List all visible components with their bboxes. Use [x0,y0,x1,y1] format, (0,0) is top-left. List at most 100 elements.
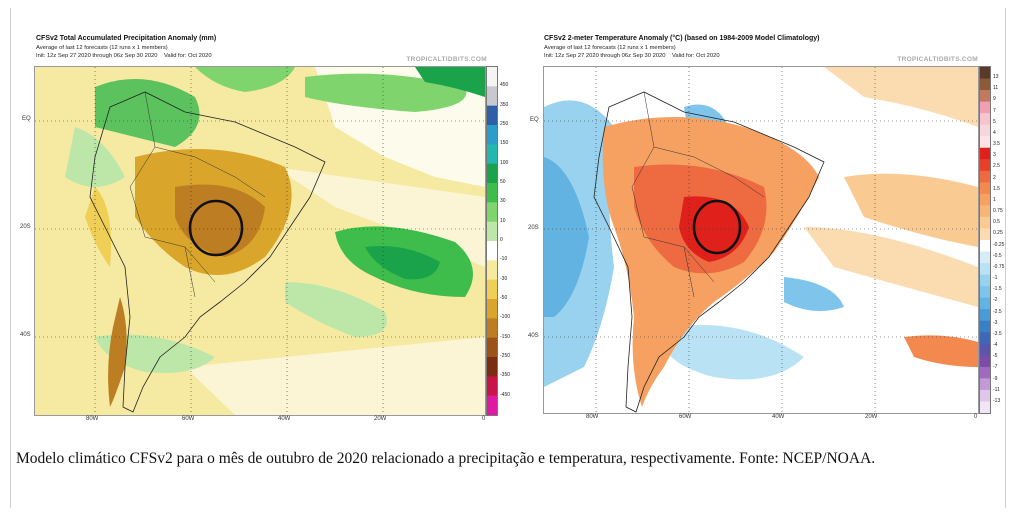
colorbar-swatch [980,78,990,91]
graticule [35,67,485,415]
colorbar-tick-label: 450 [500,82,509,89]
positive-anomaly-area [844,173,978,247]
colorbar-tick-label: -11 [993,386,1000,393]
colorbar-swatch [980,320,990,333]
colorbar-tick-label: -9 [993,375,998,382]
colorbar-tick-label: -1.5 [993,286,1002,293]
positive-anomaly-area [305,73,467,112]
neutral-area [185,337,485,415]
colorbar-tick-label: -100 [500,314,511,321]
map-header: CFSv2 2-meter Temperature Anomaly (°C) (… [538,22,998,66]
colorbar-swatch [980,355,990,368]
colorbar-swatch [487,241,497,261]
colorbar-tick-label: -5 [993,353,998,360]
positive-anomaly-area [365,246,440,280]
map-header: CFSv2 Total Accumulated Precipitation An… [22,22,497,66]
continent-outline [89,91,326,413]
colorbar-swatch [980,274,990,287]
colorbar-tick-label: 2 [993,174,996,181]
colorbar-swatch [487,299,497,319]
country-borders [129,91,266,298]
temperature-field-svg [544,67,978,413]
colorbar-tick-label: 250 [500,121,509,127]
colorbar-swatch [980,251,990,264]
colorbar-tick-label: 350 [500,101,509,108]
lon-label-60w: 60W [182,416,195,422]
lon-label-0: 0 [974,414,978,420]
colorbar-tick-label: 0.25 [993,230,1003,237]
colorbar-swatch [487,318,497,339]
highlight-circle [188,199,244,257]
colorbar-tick-label: -1 [993,275,998,282]
colorbar-swatch [980,389,990,402]
colorbar-tick-label: -450 [500,391,511,398]
temperature-colorbar [979,66,991,414]
continent-outline [593,91,825,413]
colorbar-tick-label: 100 [500,159,509,166]
precipitation-map [34,66,486,416]
colorbar-tick-label: 1 [993,196,996,203]
colorbar-tick-label: -3 [993,319,998,326]
colorbar-swatch [487,202,497,223]
colorbar-swatch [487,67,497,87]
negative-anomaly-area [108,297,127,407]
colorbar-swatch [980,309,990,322]
colorbar-swatch [980,101,990,114]
positive-anomaly-area [95,79,200,147]
colorbar-tick-label: 0.75 [993,208,1003,215]
colorbar-swatch [980,286,990,299]
colorbar-tick-label: -50 [500,295,508,301]
colorbar-tick-label: -150 [500,333,511,340]
colorbar-swatch [487,105,497,126]
lon-label-60w: 60W [679,414,692,420]
colorbar-tick-label: 10 [500,217,506,224]
colorbar-tick-label: 50 [500,179,506,185]
colorbar-swatch [980,240,990,253]
watermark: TROPICALTIDBITS.COM [406,56,487,63]
colorbar-swatch [487,337,497,358]
positive-anomaly-area [804,227,978,307]
watermark: TROPICALTIDBITS.COM [897,56,978,63]
lon-label-40w: 40W [278,416,291,422]
colorbar-tick-label: 0 [500,237,503,243]
colorbar-tick-label: 9 [993,96,996,103]
lon-label-80w: 80W [586,414,599,420]
map-init-line: Init: 12z Sep 27 2020 through 06z Sep 30… [544,53,720,59]
colorbar-swatch [487,144,497,165]
positive-anomaly-area [904,335,978,367]
colorbar-tick-label: -3.5 [993,330,1002,337]
colorbar-swatch [980,159,990,172]
colorbar-swatch [980,113,990,126]
colorbar-swatch [980,193,990,206]
highlight-circle [692,199,742,255]
colorbar-swatch [487,183,497,203]
colorbar-swatch [980,67,990,80]
colorbar-swatch [487,395,497,415]
colorbar-tick-label: 3 [993,152,996,159]
colorbar-svg [487,67,497,415]
colorbar-tick-label: -4 [993,342,998,349]
colorbar-swatch [980,170,990,183]
positive-anomaly-area [824,67,978,127]
temperature-map [543,66,979,414]
colorbar-swatch [487,163,497,184]
init-text: Init: 12z Sep 27 2020 through 06z Sep 30… [544,53,666,59]
precipitation-anomaly-map-panel: CFSv2 Total Accumulated Precipitation An… [20,22,510,432]
colorbar-tick-label: 150 [500,140,509,147]
colorbar-tick-label: 30 [500,198,506,205]
colorbar-swatch [980,124,990,137]
lat-label-20s: 20S [20,224,31,230]
colorbar-swatch [980,378,990,391]
positive-anomaly-area [285,282,387,337]
colorbar-swatch [980,366,990,379]
colorbar-tick-label: -0.75 [993,263,1005,270]
lon-label-0: 0 [482,416,486,422]
colorbar-swatch [980,216,990,229]
colorbar-tick-label: -2.5 [993,308,1002,315]
colorbar-swatch [980,182,990,195]
colorbar-swatch [487,125,497,145]
colorbar-swatch [980,228,990,241]
colorbar-swatch [980,147,990,160]
colorbar-tick-label: -13 [993,397,1001,404]
figure-caption: Modelo climático CFSv2 para o mês de out… [16,450,876,467]
